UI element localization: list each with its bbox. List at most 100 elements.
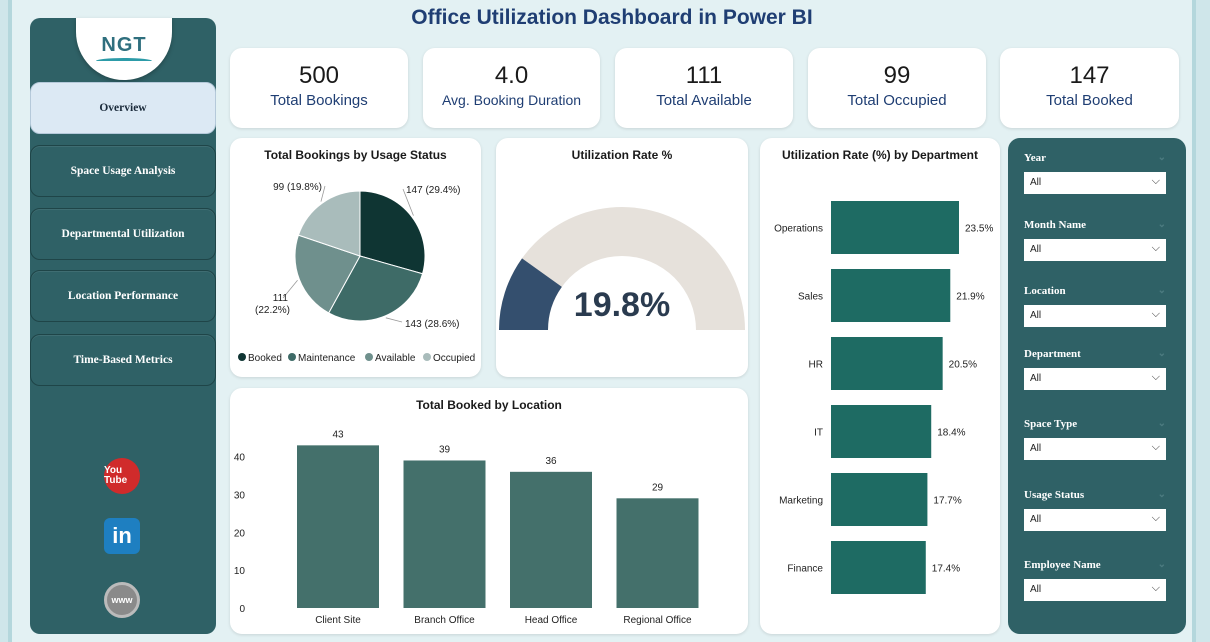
kpi-value: 500: [298, 62, 340, 89]
youtube-icon[interactable]: You Tube: [104, 458, 140, 494]
department-data-label: 21.9%: [956, 292, 984, 303]
kpi-total-available: 111 Total Available: [615, 48, 793, 128]
filter-label: Usage Status: [1024, 489, 1085, 501]
kpi-label: Total Occupied: [847, 92, 947, 109]
pie-slice-occupied: [297, 190, 361, 257]
location-category-label: Client Site: [315, 615, 361, 626]
pie-data-label: 99 (19.8%): [273, 182, 322, 193]
y-tick-label: 40: [234, 453, 246, 464]
kpi-total-booked: 147 Total Booked: [1000, 48, 1179, 128]
department-data-label: 17.7%: [933, 496, 961, 507]
gauge-fill: [499, 258, 562, 330]
nav-time-based-metrics[interactable]: Time-Based Metrics: [30, 334, 216, 386]
pie-leader-line: [320, 185, 326, 202]
dropdown-arrow-icon: ⌵: [1151, 582, 1160, 594]
gauge-title: Utilization Rate %: [571, 148, 673, 162]
department-data-label: 23.5%: [965, 224, 993, 235]
month-name-dropdown[interactable]: All ⌵: [1024, 239, 1166, 261]
nav-departmental-utilization[interactable]: Departmental Utilization: [30, 208, 216, 260]
pie-data-label: (22.2%): [255, 305, 290, 316]
y-tick-label: 30: [234, 491, 246, 502]
department-chart-card: Utilization Rate (%) by Department Opera…: [760, 138, 1000, 634]
department-bar-chart: Operations 23.5% Sales 21.9% HR 20.5% IT 18.4% M…: [774, 201, 993, 594]
nav-location-performance[interactable]: Location Performance: [30, 270, 216, 322]
pie-slice-maintenance: [328, 255, 424, 322]
gauge-value: 19.8%: [574, 286, 670, 324]
logo: NGT: [76, 18, 172, 80]
kpi-total-occupied: 99 Total Occupied: [808, 48, 986, 128]
year-dropdown[interactable]: All ⌵: [1024, 172, 1166, 194]
department-label: IT: [814, 428, 823, 439]
kpi-value: 99: [883, 62, 911, 89]
department-bar: [831, 405, 932, 458]
pie-chart-card: Total Bookings by Usage Status 147 (29.4…: [230, 138, 481, 377]
chevron-down-icon: ⌄: [1157, 285, 1166, 296]
kpi-avg-booking-duration: 4.0 Avg. Booking Duration: [423, 48, 600, 128]
filter-panel: Year ⌄ All ⌵ Month Name ⌄ All ⌵ Location ⌄ Al…: [1008, 138, 1186, 634]
location-data-label: 29: [652, 482, 664, 493]
space-type-dropdown[interactable]: All ⌵: [1024, 438, 1166, 460]
filter-label: Month Name: [1024, 219, 1087, 231]
department-label: Sales: [798, 292, 823, 303]
dropdown-arrow-icon: ⌵: [1151, 175, 1160, 187]
sidebar: NGT Overview Space Usage Analysis Depart…: [30, 18, 216, 634]
legend-marker-occupied: [423, 353, 431, 361]
kpi-value: 111: [685, 62, 723, 89]
pie-chart-title: Total Bookings by Usage Status: [264, 148, 447, 162]
nav-space-usage-analysis[interactable]: Space Usage Analysis: [30, 145, 216, 197]
chevron-down-icon: ⌄: [1157, 418, 1166, 429]
employee-name-dropdown[interactable]: All ⌵: [1024, 579, 1166, 601]
gauge-chart: 19.8%: [499, 207, 745, 330]
legend-label: Maintenance: [298, 353, 356, 364]
legend-marker-available: [365, 353, 373, 361]
location-bar: [510, 471, 592, 608]
department-data-label: 18.4%: [937, 428, 965, 439]
location-bar: [297, 445, 379, 608]
location-dropdown[interactable]: All ⌵: [1024, 305, 1166, 327]
location-category-label: Branch Office: [414, 615, 475, 626]
department-bar: [831, 337, 943, 390]
chevron-down-icon: ⌄: [1157, 219, 1166, 230]
kpi-label: Total Booked: [1046, 92, 1133, 109]
location-data-label: 43: [332, 429, 344, 440]
legend-label: Occupied: [433, 353, 475, 364]
location-chart-title: Total Booked by Location: [416, 398, 562, 412]
dropdown-value: All: [1030, 514, 1042, 525]
filter-department: Department ⌄ All ⌵: [1024, 348, 1166, 390]
kpi-label: Total Bookings: [270, 92, 368, 109]
kpi-value: 147: [1069, 62, 1110, 89]
linkedin-icon[interactable]: in: [104, 518, 140, 554]
chevron-down-icon: ⌄: [1157, 152, 1166, 163]
dropdown-arrow-icon: ⌵: [1151, 441, 1160, 453]
department-label: Operations: [774, 224, 823, 235]
location-bar: [403, 460, 486, 608]
department-chart-title: Utilization Rate (%) by Department: [781, 148, 979, 162]
filter-usage-status: Usage Status ⌄ All ⌵: [1024, 489, 1166, 531]
legend-label: Booked: [248, 353, 282, 364]
department-data-label: 20.5%: [949, 360, 977, 371]
filter-label: Department: [1024, 348, 1081, 360]
filter-year: Year ⌄ All ⌵: [1024, 152, 1166, 194]
filter-employee-name: Employee Name ⌄ All ⌵: [1024, 559, 1166, 601]
department-bar: [831, 201, 959, 254]
logo-text: NGT: [101, 34, 147, 56]
location-bar-chart: 0 10 20 30 40 43 Client Site 39 Branch Office 36 H…: [234, 429, 699, 626]
pie-slice-available: [294, 234, 361, 314]
dropdown-value: All: [1030, 310, 1042, 321]
pie-chart: 147 (29.4%) 143 (28.6%) 111(22.2%) 99 (19.8…: [238, 182, 475, 364]
pie-leader-line: [282, 280, 298, 299]
filter-label: Location: [1024, 285, 1066, 297]
nav-overview[interactable]: Overview: [30, 82, 216, 134]
usage-status-dropdown[interactable]: All ⌵: [1024, 509, 1166, 531]
department-dropdown[interactable]: All ⌵: [1024, 368, 1166, 390]
department-bar: [831, 473, 928, 526]
filter-label: Year: [1024, 152, 1046, 164]
department-bar: [831, 541, 926, 594]
dropdown-arrow-icon: ⌵: [1151, 308, 1160, 320]
chevron-down-icon: ⌄: [1157, 348, 1166, 359]
dropdown-value: All: [1030, 373, 1042, 384]
website-icon[interactable]: www: [104, 582, 140, 618]
location-category-label: Head Office: [525, 615, 578, 626]
legend-marker-maintenance: [288, 353, 296, 361]
gauge-track: [499, 207, 745, 330]
